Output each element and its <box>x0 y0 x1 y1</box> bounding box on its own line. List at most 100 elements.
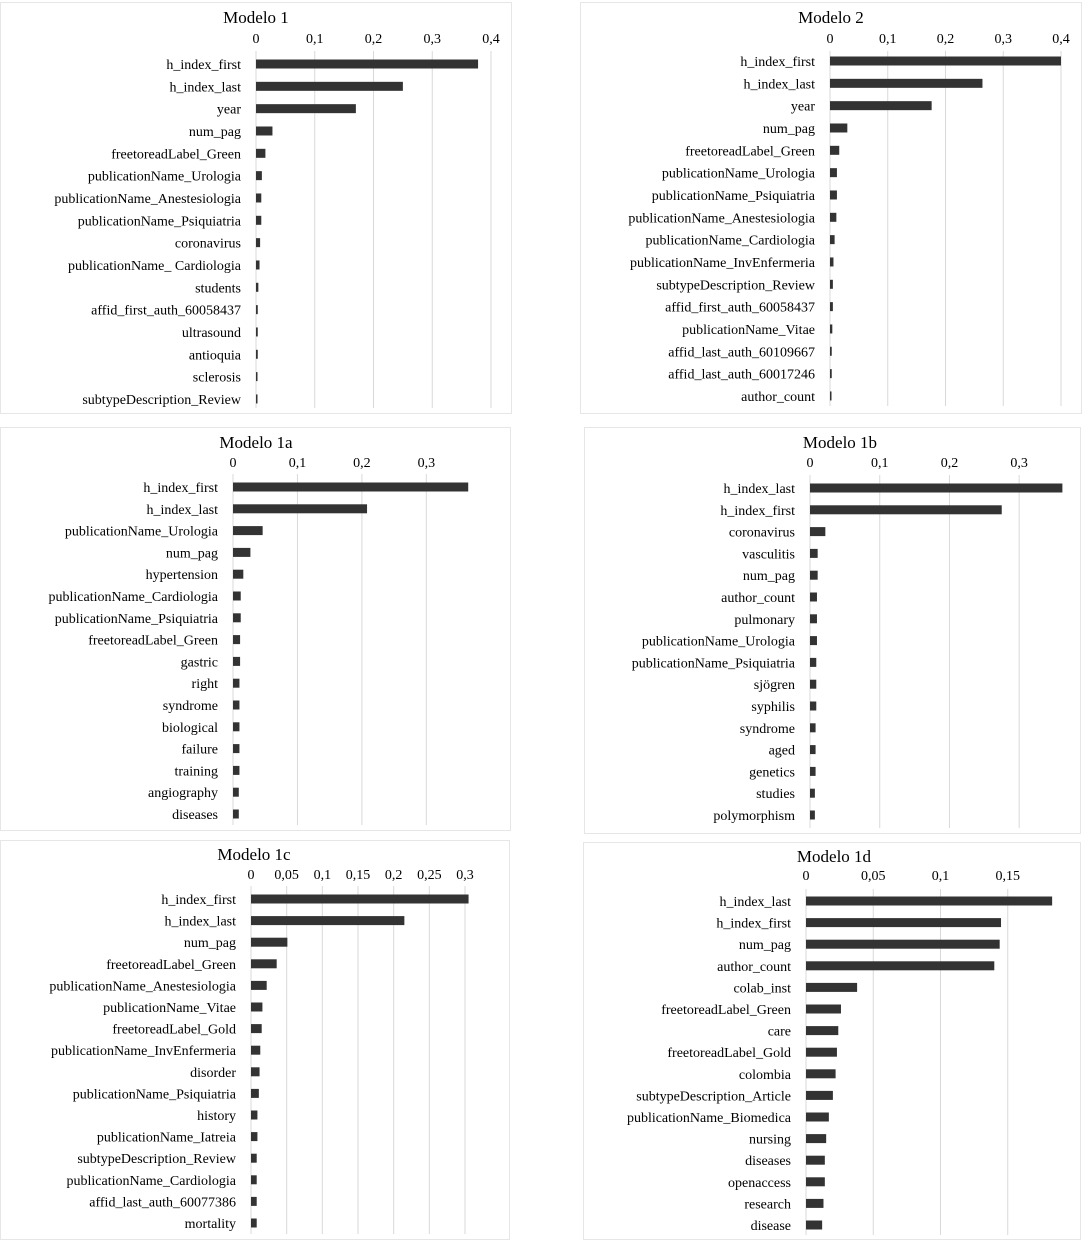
y-category-label: publicationName_ Cardiologia <box>68 259 242 274</box>
y-category-label: diseases <box>745 1154 791 1169</box>
y-category-label: publicationName_Psiquiatria <box>73 1087 237 1102</box>
x-tick-label: 0,15 <box>996 869 1021 884</box>
x-tick-label: 0,2 <box>385 868 403 883</box>
y-category-label: author_count <box>717 960 791 975</box>
chart-title: Modelo 2 <box>798 8 864 27</box>
bar <box>251 1024 262 1034</box>
y-category-label: publicationName_InvEnfermeria <box>51 1044 237 1059</box>
chart-modelo-1a: Modelo 1a 0 0,1 0,2 0,3 h_index_first h_index_… <box>48 433 469 825</box>
chart-panel-modelo-1a: Modelo 1a 0 0,1 0,2 0,3 h_index_first h_index_… <box>0 427 511 831</box>
y-category-label: num_pag <box>166 546 218 561</box>
chart-panel-modelo-1c: Modelo 1c 0 0,05 0,1 0,15 0,2 0,25 0,3 h_index_f… <box>0 840 510 1240</box>
x-tick-label: 0,1 <box>306 32 324 47</box>
bar <box>830 56 1061 66</box>
y-category-label: author_count <box>721 591 795 606</box>
bar <box>830 78 983 88</box>
bar <box>256 215 262 225</box>
y-category-label: publicationName_InvEnfermeria <box>630 256 816 271</box>
y-category-label: h_index_last <box>719 895 791 910</box>
y-category-label: publicationName_Cardiologia <box>66 1174 236 1189</box>
y-category-label: colab_inst <box>733 981 791 996</box>
y-category-label: biological <box>162 721 218 736</box>
bar <box>806 961 995 971</box>
y-category-label: h_index_first <box>720 504 795 519</box>
x-tick-label: 0,1 <box>314 868 332 883</box>
x-tick-label: 0,2 <box>941 456 959 471</box>
y-category-label: publicationName_Iatreia <box>97 1131 237 1146</box>
y-category-label: num_pag <box>739 938 791 953</box>
bar <box>251 980 267 990</box>
bar <box>251 1045 261 1055</box>
bar <box>806 1155 825 1165</box>
y-category-label: publicationName_Urologia <box>662 167 816 182</box>
bar <box>806 982 858 992</box>
y-category-label: publicationName_Cardiologia <box>48 590 218 605</box>
y-category-label: subtypeDescription_Review <box>77 1152 237 1167</box>
y-category-label: freetoreadLabel_Green <box>111 147 241 162</box>
bar <box>830 168 837 178</box>
y-category-label: freetoreadLabel_Green <box>106 958 236 973</box>
chart-panel-modelo-1d: Modelo 1d 0 0,05 0,1 0,15 h_index_last h_index… <box>583 842 1081 1240</box>
bar <box>830 346 832 356</box>
y-category-label: gastric <box>181 655 218 670</box>
y-category-label: num_pag <box>763 122 815 137</box>
bar <box>256 238 261 248</box>
x-tick-label: 0 <box>827 32 834 47</box>
x-tick-label: 0 <box>253 32 260 47</box>
x-tick-label: 0,2 <box>353 456 371 471</box>
y-category-label: publicationName_Urologia <box>88 170 242 185</box>
y-category-label: disorder <box>190 1066 236 1081</box>
y-category-label: h_index_first <box>166 58 241 73</box>
y-category-label: history <box>197 1109 236 1124</box>
y-category-label: sclerosis <box>193 371 241 386</box>
chart-modelo-2: Modelo 2 0 0,1 0,2 0,3 0,4 h_index_first h_inde… <box>628 8 1070 406</box>
y-category-label: freetoreadLabel_Green <box>661 1003 791 1018</box>
chart-modelo-1: Modelo 1 0 0,1 0,2 0,3 0,4 h_index_first h_inde… <box>54 8 500 408</box>
y-category-label: hypertension <box>146 568 218 583</box>
bar <box>810 723 816 733</box>
x-tick-label: 0,3 <box>418 456 436 471</box>
chart-panel-modelo-1: Modelo 1 0 0,1 0,2 0,3 0,4 h_index_first h_inde… <box>0 2 512 414</box>
bar <box>810 527 826 537</box>
bar <box>830 324 833 334</box>
bar <box>233 547 251 557</box>
y-category-label: year <box>791 100 815 115</box>
y-category-label: training <box>174 764 218 779</box>
bar <box>830 212 837 222</box>
y-category-label: publicationName_Anestesiologia <box>54 192 241 207</box>
bar <box>233 482 469 492</box>
y-category-label: studies <box>756 787 795 802</box>
bar <box>233 787 239 797</box>
y-category-label: freetoreadLabel_Green <box>685 144 815 159</box>
y-category-label: openaccess <box>728 1176 791 1191</box>
y-category-label: author_count <box>741 390 815 405</box>
chart-panel-modelo-2: Modelo 2 0 0,1 0,2 0,3 0,4 h_index_first h_inde… <box>580 2 1082 414</box>
y-category-label: publicationName_Vitae <box>103 1001 236 1016</box>
x-tick-label: 0,2 <box>937 32 955 47</box>
bar <box>830 123 848 133</box>
bar <box>251 1088 259 1098</box>
y-category-label: colombia <box>739 1068 792 1083</box>
y-category-label: research <box>744 1197 791 1212</box>
y-category-label: diseases <box>172 808 218 823</box>
bar <box>810 505 1002 515</box>
y-category-label: students <box>195 281 241 296</box>
y-category-label: h_index_first <box>161 893 236 908</box>
bar <box>256 394 258 404</box>
x-tick-label: 0,4 <box>482 32 500 47</box>
y-category-label: num_pag <box>189 125 241 140</box>
bar <box>810 657 817 667</box>
bar <box>830 101 932 111</box>
chart-title: Modelo 1 <box>223 8 289 27</box>
bar <box>830 145 840 155</box>
bar <box>810 679 817 689</box>
y-category-label: ultrasound <box>182 326 241 341</box>
bar <box>806 1177 825 1187</box>
bar <box>810 570 818 580</box>
y-category-label: affid_last_auth_60077386 <box>89 1195 236 1210</box>
bar <box>810 745 816 755</box>
y-category-label: publicationName_Psiquiatria <box>652 189 816 204</box>
chart-title: Modelo 1a <box>219 433 293 452</box>
y-category-label: h_index_first <box>740 55 815 70</box>
y-category-label: h_index_first <box>716 917 791 932</box>
